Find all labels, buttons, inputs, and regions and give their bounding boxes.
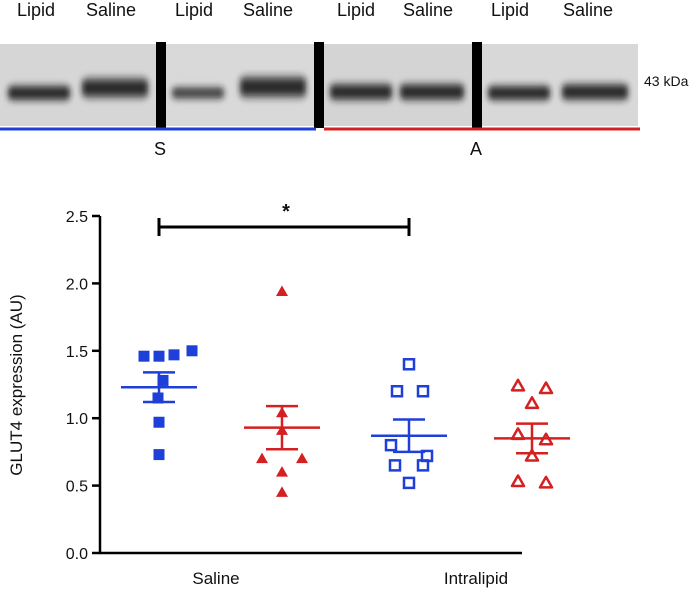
lane-label: Lipid [17,0,55,20]
lane-label: Lipid [175,0,213,20]
group-label-a: A [470,139,482,159]
lane-label: Saline [86,0,136,20]
y-tick-label: 1.0 [66,411,88,428]
data-point [388,459,402,472]
y-tick-label: 0.0 [66,546,88,563]
x-category-label: Intralipid [444,569,508,588]
scatter-chart: GLUT4 expression (AU) 0.0 0.5 1.0 1.5 2.0 2.5… [7,201,570,588]
y-tick-label: 2.5 [66,209,88,226]
data-point [153,449,165,461]
lane-label: Saline [403,0,453,20]
panel-separator [156,42,166,128]
lane-label: Lipid [491,0,529,20]
y-tick-label: 1.5 [66,344,88,361]
protein-band [82,74,148,102]
x-categories: Saline Intralipid [192,569,508,588]
molecular-weight-marker: 43 kDa [644,73,689,89]
data-point [538,381,554,395]
data-point [524,396,540,410]
data-point [168,349,180,361]
data-point [384,438,398,452]
data-point [276,466,288,477]
data-point [296,452,308,464]
protein-band [400,80,464,104]
x-category-label: Saline [192,569,239,588]
lane-labels: Lipid Saline Lipid Saline Lipid Saline L… [17,0,613,20]
protein-band [8,82,70,104]
lane-label: Saline [243,0,293,20]
data-point [510,474,526,488]
data-points [138,285,554,497]
data-point [138,350,150,362]
y-ticks: 0.0 0.5 1.0 1.5 2.0 2.5 [66,209,100,563]
data-point [276,486,288,497]
protein-band [330,80,392,104]
panel-separator [472,42,482,128]
mean-sem-bars [121,371,570,455]
data-point [402,358,416,371]
protein-band [488,82,550,104]
data-point [186,345,198,357]
lane-label: Saline [563,0,613,20]
data-point [390,384,404,398]
protein-band [562,80,628,104]
panel-separator [314,42,324,128]
lane-label: Lipid [337,0,375,20]
data-point [256,452,268,464]
data-point [524,448,540,462]
group-label-s: S [154,139,166,159]
protein-bands [8,72,628,104]
protein-band [240,72,306,102]
data-point [510,378,526,392]
significance-bracket: * [157,201,411,236]
data-point [402,476,416,490]
y-axis-label: GLUT4 expression (AU) [7,294,26,475]
significance-star: * [282,201,290,223]
protein-band [172,84,224,102]
data-point [153,416,165,428]
y-tick-label: 0.5 [66,479,88,496]
y-tick-label: 2.0 [66,276,88,293]
data-point [276,285,288,296]
data-point [153,350,165,362]
data-point [538,475,554,489]
data-point [157,374,169,386]
data-point [416,459,430,472]
western-blot: Lipid Saline Lipid Saline Lipid Saline L… [0,0,689,159]
data-point [416,384,430,398]
